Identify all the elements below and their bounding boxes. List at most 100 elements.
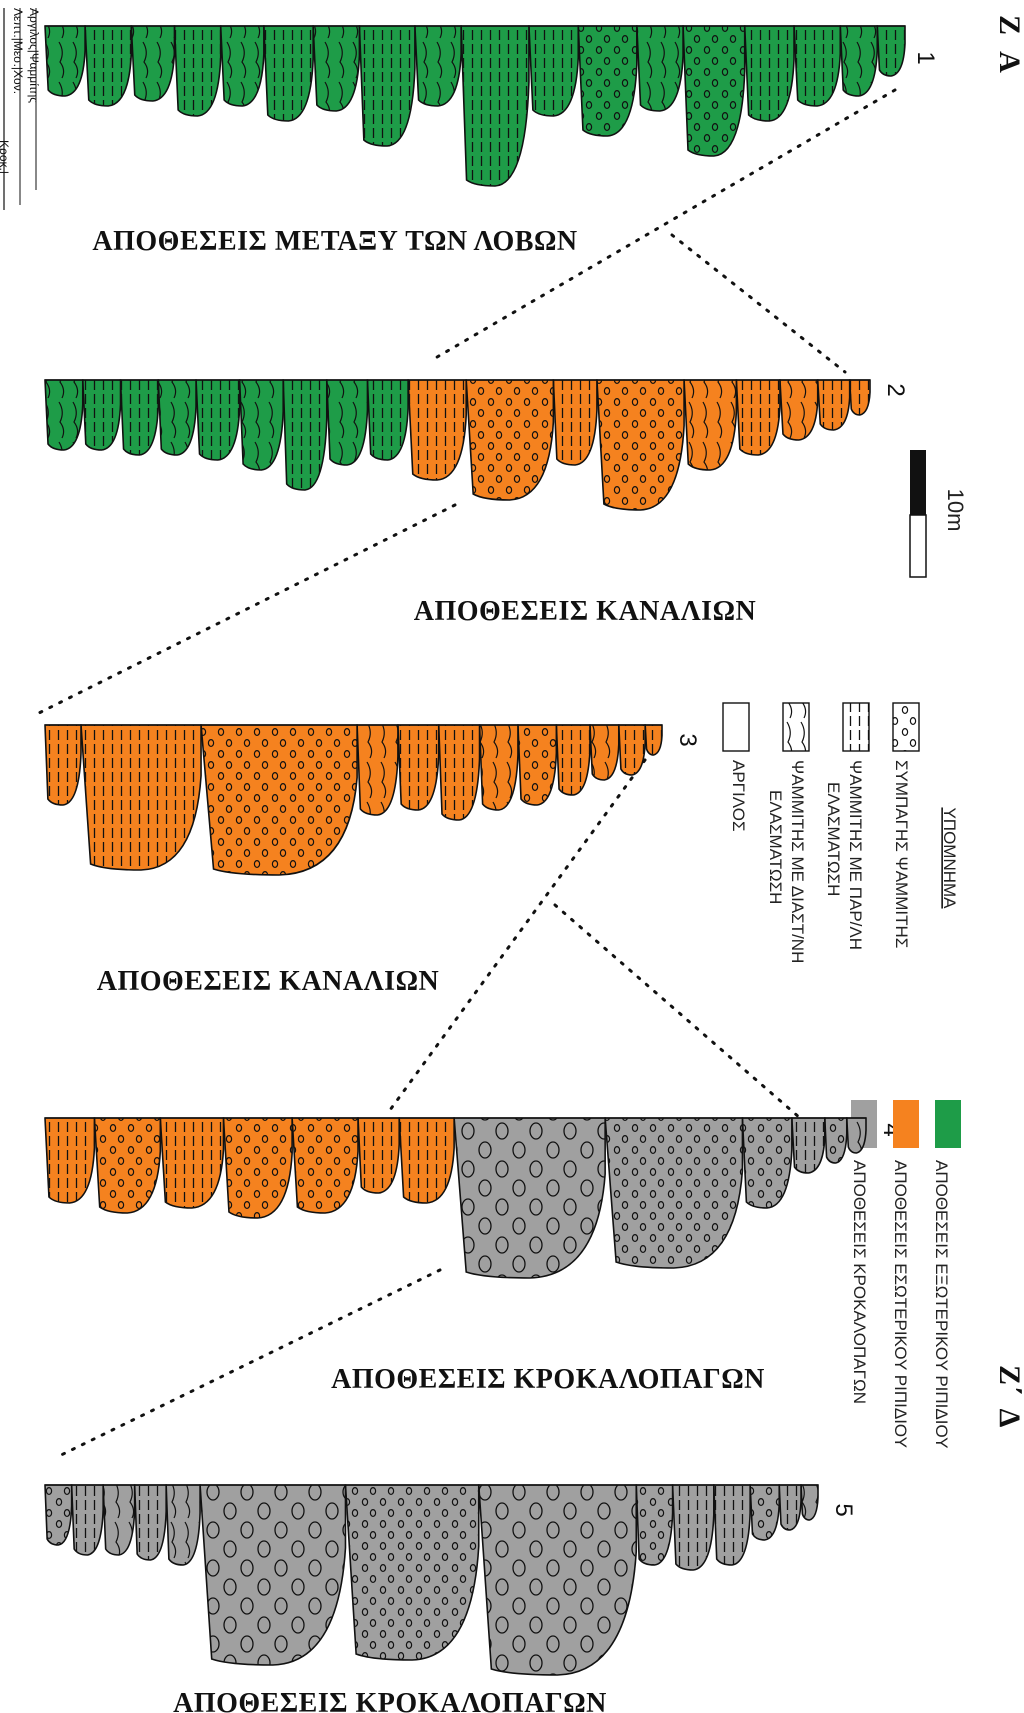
section-title-1: ΑΠΟΘΕΣΕΙΣ ΜΕΤΑΞΥ ΤΩΝ ΛΟΒΩΝ <box>92 226 577 257</box>
bed-texture <box>357 725 398 815</box>
bed-texture <box>160 1118 224 1208</box>
bed-texture <box>345 1485 479 1660</box>
bed-texture <box>45 1485 72 1545</box>
bed-texture <box>466 380 554 500</box>
bed-texture <box>359 26 415 146</box>
grain-size-row-conglomerate: Κροκ.| <box>0 140 11 174</box>
bottom-sub-letter: Δ <box>993 1409 1024 1428</box>
bed-texture <box>45 26 86 96</box>
bed-texture <box>461 26 529 186</box>
section-number-1: 1 <box>912 51 939 64</box>
section-log-1 <box>44 25 906 187</box>
bed-texture <box>358 1118 400 1193</box>
bed-texture <box>618 725 646 775</box>
bed-texture <box>840 26 878 96</box>
bed-texture <box>645 725 662 755</box>
facies-label-outer-fan: ΑΠΟΘΕΣΕΙΣ ΕΞΩΤΕΡΙΚΟΥ ΡΙΠΙΔΙΟΥ <box>932 1160 951 1449</box>
legend-title: ΥΠΟΜΝΗΜΑ <box>940 807 959 909</box>
bed-texture <box>684 380 737 470</box>
correlation-lines <box>33 88 897 1460</box>
bed-texture <box>801 1485 818 1520</box>
bed-texture <box>791 1118 825 1173</box>
bed-texture <box>399 1118 455 1203</box>
section-logs <box>44 25 906 1676</box>
bed-texture <box>596 380 685 510</box>
bed-texture <box>846 1118 866 1153</box>
bed-texture <box>45 1118 95 1203</box>
legend-item-3-label-line-2: ΕΛΑΣΜΑΤΩΣΗ <box>766 790 785 904</box>
bed-texture <box>103 1485 135 1555</box>
section-number-2: 2 <box>882 383 909 396</box>
scale-bar: 10m <box>909 450 968 578</box>
section-number-3: 3 <box>674 733 701 746</box>
bed-texture <box>283 380 327 490</box>
bed-texture <box>742 1118 792 1208</box>
bed-texture <box>196 380 240 460</box>
grain-size-axis: Λεπτ.|Μεσ.|Χον. Αργιλος|Ψαμμίτης Κροκ.| <box>0 8 41 210</box>
facies-label-conglomerate: ΑΠΟΘΕΣΕΙΣ ΚΡΟΚΑΛΟΠΑΓΩΝ <box>850 1160 869 1404</box>
legend-item-2-label-line-2: ΕΛΑΣΜΑΤΩΣΗ <box>824 782 843 896</box>
bed-texture <box>517 725 557 805</box>
bed-texture <box>779 380 818 440</box>
bed-texture <box>326 380 368 465</box>
legend-item-2-label-line-1: ΨΑΜΜΙΤΗΣ ΜΕ ΠΑΡ/ΛΗ <box>846 760 865 950</box>
section-log-2 <box>44 379 871 511</box>
bed-texture <box>636 1485 673 1565</box>
bed-texture <box>479 725 518 810</box>
bed-texture <box>683 26 745 156</box>
facies-label-inner-fan: ΑΠΟΘΕΣΕΙΣ ΕΣΩΤΕΡΙΚΟΥ ΡΙΠΙΔΙΟΥ <box>891 1160 910 1448</box>
section-title-3: ΑΠΟΘΕΣΕΙΣ ΚΑΝΑΛΙΩΝ <box>97 966 439 997</box>
section-log-3 <box>44 724 663 876</box>
bed-texture <box>85 26 132 106</box>
bed-texture <box>367 380 409 460</box>
legend-blank-symbol <box>722 702 750 752</box>
bed-texture <box>263 26 314 121</box>
bed-texture <box>414 26 462 106</box>
bed-texture <box>397 725 439 810</box>
bed-texture <box>94 1118 161 1213</box>
bed-texture <box>313 26 360 111</box>
bed-texture <box>158 380 197 455</box>
bed-texture <box>120 380 159 455</box>
bed-texture <box>45 380 83 450</box>
bed-texture <box>239 380 284 470</box>
bed-texture <box>292 1118 359 1213</box>
legend-item-3-label-line-1: ΨΑΜΜΙΤΗΣ ΜΕ ΔΙΑΣΤ/ΝΗ <box>788 760 807 963</box>
facies-swatch-orange <box>893 1100 919 1148</box>
bed-texture <box>166 1485 201 1565</box>
bed-texture <box>201 725 358 875</box>
bed-texture <box>454 1118 606 1278</box>
bed-texture <box>71 1485 104 1555</box>
facies-legend: ΑΠΟΘΕΣΕΙΣ ΕΞΩΤΕΡΙΚΟΥ ΡΙΠΙΔΙΟΥ ΑΠΟΘΕΣΕΙΣ … <box>850 1100 961 1449</box>
bed-texture <box>528 26 579 116</box>
bed-texture <box>220 26 264 106</box>
bed-texture <box>744 26 795 121</box>
legend-horizontal-lines-symbol <box>842 702 870 752</box>
bed-texture <box>824 1118 847 1163</box>
section-title-4: ΑΠΟΘΕΣΕΙΣ ΚΡΟΚΑΛΟΠΑΓΩΝ <box>331 1364 765 1395</box>
grain-size-row-fine: Λεπτ.|Μεσ.|Χον. <box>11 8 25 94</box>
bed-texture <box>478 1485 637 1675</box>
bed-texture <box>556 725 590 795</box>
bed-texture <box>672 1485 714 1570</box>
bed-texture <box>45 725 82 805</box>
facies-swatch-green <box>935 1100 961 1148</box>
bed-texture <box>849 380 870 415</box>
bed-texture <box>605 1118 743 1268</box>
bed-texture <box>553 380 597 465</box>
top-sub-letter: A <box>993 51 1024 73</box>
bed-texture <box>131 26 175 101</box>
bed-texture <box>578 26 637 136</box>
bed-texture <box>636 26 684 111</box>
legend-cross-bedding-symbol <box>782 702 810 752</box>
bed-texture <box>81 725 202 870</box>
bed-texture <box>82 380 121 450</box>
section-number-5: 5 <box>830 1503 857 1516</box>
section-log-5 <box>44 1484 819 1676</box>
section-title-5: ΑΠΟΘΕΣΕΙΣ ΚΡΟΚΑΛΟΠΑΓΩΝ <box>173 1688 607 1713</box>
bed-texture <box>736 380 780 455</box>
bed-texture <box>713 1485 751 1565</box>
bed-texture <box>223 1118 293 1218</box>
bottom-letter: Z΄ <box>993 1365 1024 1395</box>
